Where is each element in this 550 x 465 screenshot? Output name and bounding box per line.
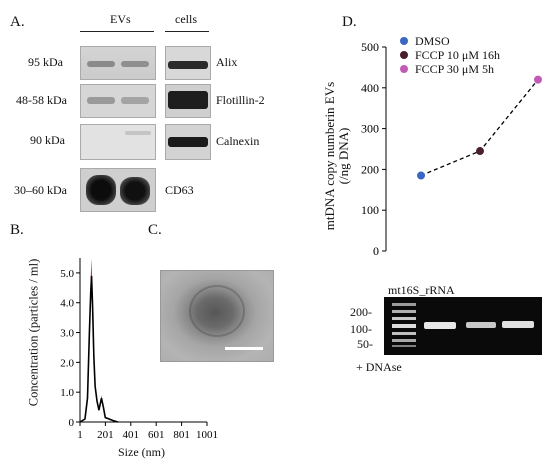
blot-evs-flotillin — [80, 84, 156, 118]
nta-x-tick-label: 1 — [77, 429, 83, 441]
gel-band-dmso — [424, 322, 456, 329]
mtdna-y-tick-label: 100 — [361, 203, 379, 217]
blot-evs-alix — [80, 46, 156, 80]
panel-c-letter: C. — [148, 222, 162, 238]
mtdna-y-axis-label: mtDNA copy numberin EVs (/ng DNA) — [322, 81, 351, 231]
gel-marker-200: 200- — [350, 305, 372, 319]
nta-error-band — [80, 258, 118, 422]
mtdna-y-tick-label: 0 — [373, 244, 379, 258]
protein-label-calnexin: Calnexin — [216, 134, 260, 148]
cells-group-line — [165, 31, 209, 32]
legend-item: FCCP 10 μM 16h — [400, 48, 500, 62]
blot-cells-alix — [165, 46, 211, 80]
mtdna-y-tick-label: 200 — [361, 162, 379, 176]
mw-label-cd63: 30–60 kDa — [14, 183, 67, 197]
blot-evs-cd63 — [80, 168, 156, 212]
gel-footer: + DNAse — [356, 360, 402, 374]
nta-y-tick-label: 1.0 — [60, 387, 74, 399]
gel-band-fccp30 — [502, 321, 534, 328]
nta-x-tick-label: 1001 — [196, 429, 218, 441]
evs-group-line — [80, 31, 154, 32]
nta-y-axis-label: Concentration (particles / ml) — [26, 258, 41, 407]
nta-x-tick-label: 601 — [148, 429, 165, 441]
mtdna-trend-line — [420, 79, 539, 177]
panel-a-letter: A. — [10, 14, 25, 30]
mtdna-point-2 — [534, 75, 542, 84]
mw-label-flotillin: 48-58 kDa — [16, 93, 67, 107]
protein-label-cd63: CD63 — [165, 183, 194, 197]
legend-dot — [400, 51, 408, 59]
nta-y-tick-label: 4.0 — [60, 298, 74, 310]
mtdna-point-1 — [476, 147, 484, 156]
blot-evs-calnexin — [80, 124, 156, 160]
nta-x-tick-label: 401 — [123, 429, 140, 441]
tem-image — [160, 270, 274, 362]
mtdna-point-0 — [417, 171, 425, 180]
panel-d-letter: D. — [342, 14, 357, 30]
mw-label-calnexin: 90 kDa — [30, 133, 65, 147]
legend-item: DMSO — [400, 34, 500, 48]
nta-x-tick-label: 201 — [97, 429, 114, 441]
legend-label: FCCP 30 μM 5h — [415, 61, 495, 76]
gel-band-fccp10 — [466, 322, 496, 328]
mtdna-legend: DMSO FCCP 10 μM 16h FCCP 30 μM 5h — [400, 34, 500, 76]
legend-item: FCCP 30 μM 5h — [400, 62, 500, 76]
nta-mean-line — [79, 275, 119, 423]
legend-label: DMSO — [415, 33, 450, 48]
blot-cells-calnexin — [165, 124, 211, 160]
gel-marker-50: 50- — [357, 337, 373, 351]
gel-title: mt16S_rRNA — [388, 283, 455, 297]
protein-label-alix: Alix — [216, 55, 238, 69]
protein-label-flotillin: Flotillin-2 — [216, 93, 265, 107]
legend-label: FCCP 10 μM 16h — [415, 47, 501, 62]
nta-y-tick-label: 2.0 — [60, 357, 74, 369]
legend-dot — [400, 65, 408, 73]
cells-group-label: cells — [175, 12, 197, 26]
scale-bar — [225, 347, 263, 350]
mtdna-y-tick-label: 300 — [361, 122, 379, 136]
panel-b-letter: B. — [10, 222, 24, 238]
nta-y-tick-label: 5.0 — [60, 268, 74, 280]
nta-y-tick-label: 0 — [69, 417, 75, 429]
mtdna-y-tick-label: 500 — [361, 40, 379, 54]
legend-dot — [400, 37, 408, 45]
nta-x-tick-label: 801 — [173, 429, 190, 441]
evs-group-label: EVs — [110, 12, 131, 26]
gel-marker-100: 100- — [350, 322, 372, 336]
nta-x-axis-label: Size (nm) — [118, 445, 165, 459]
mtdna-y-tick-label: 400 — [361, 81, 379, 95]
gel-image — [384, 297, 542, 355]
nta-y-tick-label: 3.0 — [60, 328, 74, 340]
blot-cells-flotillin — [165, 84, 211, 118]
mw-label-alix: 95 kDa — [28, 55, 63, 69]
